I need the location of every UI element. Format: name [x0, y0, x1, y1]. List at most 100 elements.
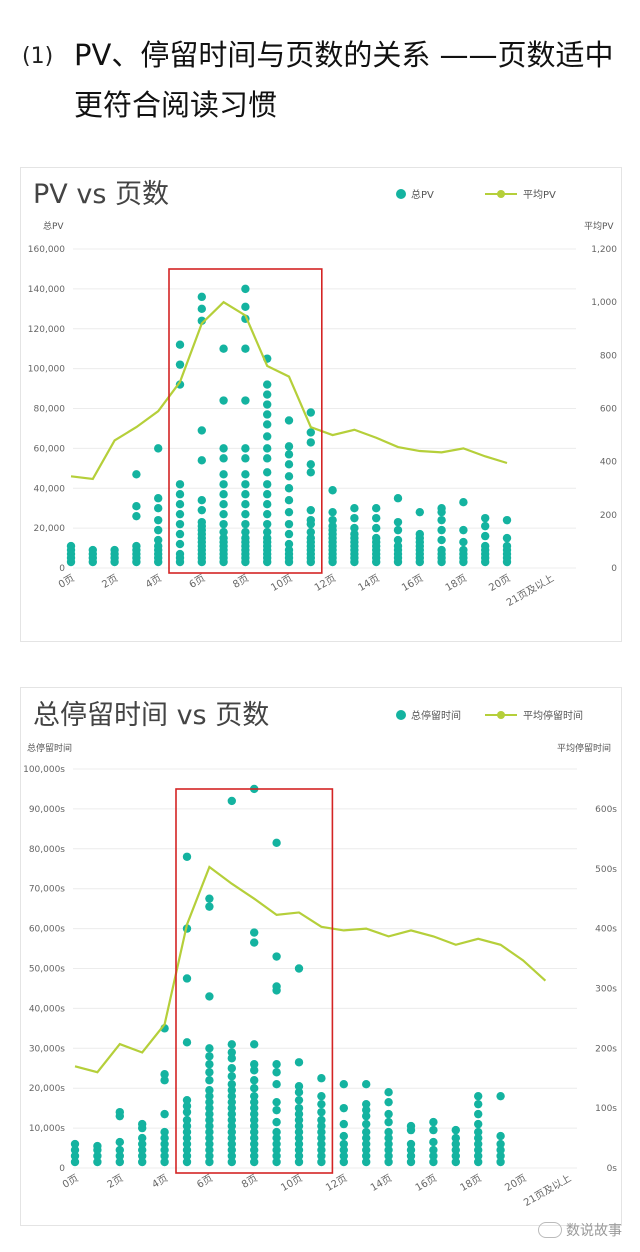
scatter-point [219, 396, 228, 405]
scatter-point [317, 1107, 326, 1117]
scatter-point [384, 1151, 393, 1161]
scatter-point [384, 1139, 393, 1149]
x-tick-label: 6页 [187, 572, 207, 591]
scatter-point [317, 1157, 326, 1167]
x-tick-label: 8页 [231, 572, 251, 591]
scatter-point [227, 1091, 236, 1101]
scatter-point [197, 304, 206, 314]
right-tick-label: 600 [600, 405, 617, 415]
scatter-point [250, 1084, 259, 1093]
x-tick-label: 20页 [503, 1172, 529, 1194]
scatter-point [66, 541, 76, 551]
scatter-point [227, 1145, 236, 1155]
right-axis-label: 平均PV [584, 220, 614, 232]
x-tick-label: 16页 [400, 572, 426, 594]
scatter-point [182, 1115, 192, 1125]
left-axis-label: 总PV [43, 220, 64, 232]
legend: 总停留时间 平均停留时间 [396, 709, 583, 722]
scatter-point [205, 1127, 214, 1137]
scatter-point [294, 964, 304, 973]
scatter-point [272, 1060, 281, 1069]
scatter-point [205, 1133, 214, 1143]
x-tick-label: 10页 [269, 572, 295, 594]
left-tick-label: 20,000 [34, 524, 66, 534]
scatter-point [197, 456, 206, 465]
left-tick-label: 100,000 [28, 365, 65, 375]
scatter-point [219, 480, 228, 489]
scatter-point [263, 490, 272, 499]
scatter-point [317, 1115, 326, 1125]
scatter-point [393, 525, 403, 535]
x-tick-label: 4页 [144, 572, 164, 591]
scatter-point [205, 1151, 214, 1161]
scatter-point [175, 380, 185, 389]
scatter-point [339, 1139, 348, 1149]
scatter-point [429, 1125, 438, 1135]
scatter-point [339, 1080, 348, 1089]
scatter-point [241, 454, 250, 463]
scatter-point [496, 1091, 505, 1101]
scatter-point [93, 1151, 102, 1161]
scatter-point [294, 1151, 304, 1161]
scatter-point [459, 537, 468, 547]
legend: 总PV 平均PV [396, 188, 556, 201]
scatter-point [294, 1133, 304, 1143]
scatter-point [372, 533, 381, 543]
x-tick-label: 14页 [356, 572, 382, 594]
scatter-point [241, 284, 250, 294]
x-tick-label: 20页 [487, 572, 513, 594]
scatter-point [197, 505, 206, 515]
scatter-point [197, 426, 206, 435]
left-tick-label: 160,000 [28, 245, 65, 255]
scatter-point [219, 509, 228, 519]
scatter-point [339, 1151, 348, 1161]
scatter-point [197, 517, 206, 527]
scatter-point [272, 1068, 281, 1077]
scatter-point [138, 1119, 147, 1129]
scatter-point [227, 1139, 236, 1149]
scatter-point [317, 1133, 326, 1143]
scatter-point [350, 523, 359, 533]
scatter-point [384, 1097, 393, 1107]
scatter-point [205, 1157, 214, 1167]
scatter-point [284, 442, 294, 451]
scatter-point [437, 525, 446, 535]
scatter-point [250, 1115, 259, 1125]
watermark-text: 数说故事 [566, 1223, 622, 1239]
x-tick-label: 18页 [458, 1172, 484, 1194]
left-tick-label: 100,000s [23, 765, 65, 775]
scatter-point [317, 1099, 326, 1109]
scatter-point [250, 1066, 259, 1075]
scatter-point [250, 1091, 259, 1101]
scatter-point [263, 432, 272, 441]
scatter-point [306, 408, 315, 417]
scatter-point [132, 501, 141, 511]
scatter-point [138, 1145, 147, 1155]
scatter-point [241, 396, 250, 405]
scatter-point [263, 420, 272, 429]
scatter-point [474, 1133, 483, 1143]
scatter-point [429, 1117, 438, 1127]
scatter-point [197, 496, 206, 505]
scatter-point [182, 1139, 192, 1149]
scatter-point [115, 1107, 125, 1117]
legend-line-marker-icon [497, 190, 505, 198]
scatter-point [205, 1085, 214, 1095]
x-tick-label: 0页 [56, 572, 76, 591]
scatter-point [160, 1139, 169, 1149]
scatter-point [362, 1099, 371, 1109]
chart-title: PV vs 页数 [33, 179, 169, 210]
average-line [70, 300, 508, 481]
scatter-point [272, 982, 281, 991]
scatter-point [205, 992, 214, 1001]
scatter-point [93, 1157, 102, 1167]
scatter-point [250, 1109, 259, 1119]
scatter-point [154, 535, 163, 545]
scatter-point [227, 1097, 236, 1107]
scatter-point [138, 1157, 147, 1167]
left-tick-label: 70,000s [29, 885, 65, 895]
right-tick-label: 200 [600, 511, 617, 521]
scatter-point [227, 1121, 236, 1131]
x-tick-label: 12页 [324, 1172, 350, 1194]
right-tick-label: 100s [595, 1104, 617, 1114]
